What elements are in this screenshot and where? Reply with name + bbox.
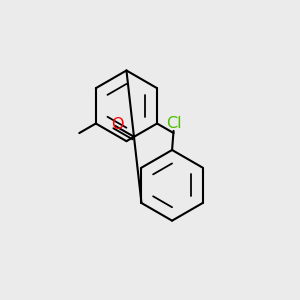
Text: O: O	[111, 117, 123, 132]
Text: Cl: Cl	[166, 116, 182, 131]
